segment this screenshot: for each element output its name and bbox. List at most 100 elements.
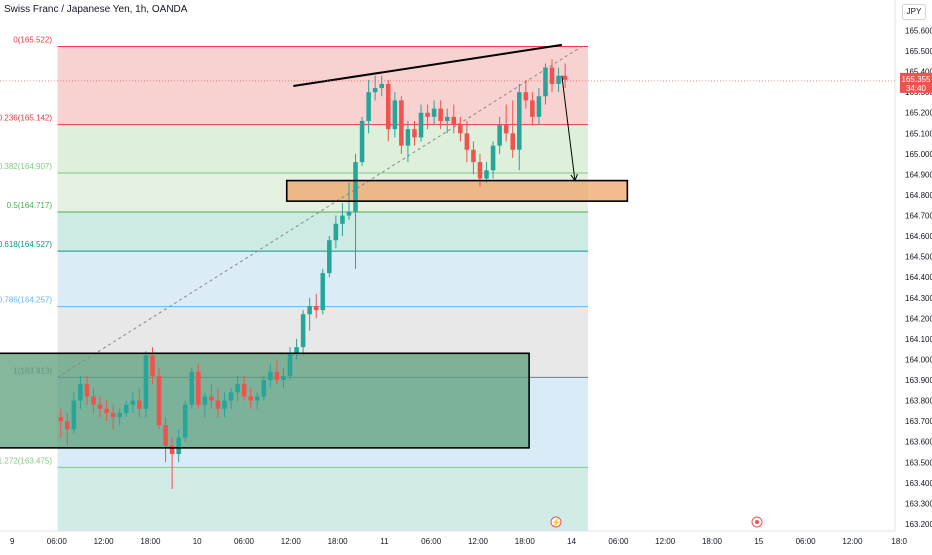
target-zone [286,180,628,202]
y-tick-label: 163.300 [905,499,932,508]
candle-body [386,83,391,130]
candle-body [530,100,535,117]
candle [372,75,378,101]
candle-body [97,404,103,409]
candle [471,141,476,175]
y-tick-label: 163.400 [905,479,932,488]
candle-body [143,355,149,409]
candle-body [163,425,168,446]
candle-body [484,170,489,179]
x-tick-label: 18:00 [515,537,536,546]
candle [58,408,64,438]
candle-body [399,100,404,146]
candle-body [412,129,417,138]
candle-body [294,347,299,354]
candle [65,412,70,446]
candle-body [281,375,286,381]
candle-body [471,149,476,163]
candle [313,293,319,319]
y-tick-label: 164.300 [905,294,932,303]
fib-trend-line [57,46,582,378]
last-price-box [900,72,932,93]
candle [359,116,365,167]
candle-body [169,445,175,455]
candle [464,120,470,163]
candle [130,392,136,413]
x-tick-label: 06:00 [421,537,442,546]
y-tick-label: 164.700 [905,212,932,221]
candle-body [241,384,247,397]
candle-body [366,92,371,121]
candle [333,215,339,249]
y-tick-label: 163.200 [905,520,932,529]
candle-body [235,384,240,393]
candle-body [215,400,221,409]
candle [431,100,437,126]
candle [215,388,221,418]
candle-body [451,116,457,126]
fib-label: 0.5(164.717) [7,201,53,210]
symbol-title: Swiss Franc / Japanese Yen, 1h, OANDA [4,4,188,15]
candle-body [405,129,411,146]
trend-line [293,43,563,88]
candle-body [510,133,515,150]
candle [163,417,168,463]
candle-body [228,392,234,401]
candle [458,116,463,142]
candle [71,392,77,434]
candle [418,104,424,142]
y-tick-label: 163.700 [905,417,932,426]
candle [209,384,214,409]
y-tick-label: 164.400 [905,273,932,282]
y-tick-label: 164.800 [905,191,932,200]
candle-body [261,380,267,397]
candle-body [58,417,64,422]
y-tick-label: 163.900 [905,376,932,385]
candle [182,400,188,442]
x-tick-label: 11 [380,537,389,546]
candle-body [333,223,339,241]
time-axis: 9 06:00 12:00 18:00 10 06:00 12:00 18:00 11 06:00… [0,530,908,546]
x-tick-label: 10 [193,537,202,546]
candle [202,392,208,418]
candle-body [130,400,136,405]
candle-body [543,67,548,97]
y-tick-label: 163.500 [905,458,932,467]
lightning-icon [550,516,562,528]
candle [490,141,496,179]
candle [196,363,201,409]
candle [451,104,457,134]
candle-body [444,116,450,121]
candle-body [209,396,214,401]
candle-body [379,83,384,89]
candle-body [156,375,162,426]
candle [137,388,142,418]
x-tick-label: 06:00 [796,537,817,546]
candle [340,203,345,237]
candle-body [556,75,561,84]
candle [169,437,175,489]
candle-body [340,215,345,224]
fib-band [57,212,589,252]
candle [281,367,286,389]
candle-body [353,162,358,212]
candle-body [248,396,253,401]
x-tick-label: 18:00 [328,537,349,546]
candle [104,400,109,422]
x-tick-label: 12:00 [94,537,115,546]
y-tick-label: 164.500 [905,253,932,262]
y-tick-label: 165.200 [905,109,932,118]
y-tick-label: 164.000 [905,355,932,364]
currency-button[interactable]: JPY [902,4,926,20]
candle [549,59,555,93]
fib-label: 0(165.522) [13,36,52,45]
candle-body [372,88,378,93]
candle-body [110,412,116,418]
candle-body [287,353,293,376]
y-tick-label: 165.400 [905,68,932,77]
candle [353,153,358,269]
candle [117,408,122,426]
candle [156,367,162,430]
